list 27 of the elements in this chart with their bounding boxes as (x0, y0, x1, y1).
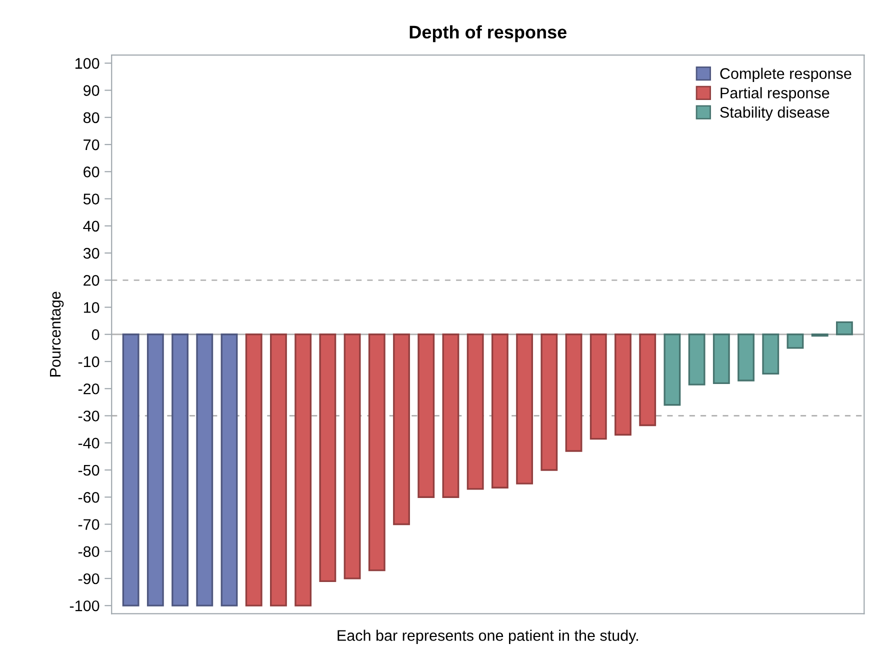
x-axis-title: Each bar represents one patient in the study. (338, 630, 638, 644)
y-tick-label: -80 (78, 546, 100, 558)
y-tick-label: 70 (84, 139, 100, 150)
y-tick-label: 0 (92, 329, 100, 340)
y-tick-label: 10 (84, 302, 100, 313)
y-tick-label: -10 (78, 356, 100, 368)
y-tick-label: -30 (78, 410, 100, 422)
y-tick-label: -40 (78, 438, 100, 449)
y-tick-label: 90 (84, 85, 100, 96)
y-tick-label: 60 (84, 166, 100, 178)
y-tick-label: -90 (78, 573, 100, 584)
legend-label: Stability disease (720, 106, 830, 121)
legend-label: Partial response (720, 87, 830, 102)
y-tick-label: -60 (78, 492, 100, 503)
y-tick-label: 80 (83, 112, 100, 124)
y-tick-label: -20 (78, 383, 100, 394)
y-tick-label: 20 (84, 275, 100, 286)
y-tick-label: -70 (78, 519, 100, 530)
y-tick-label: -50 (78, 464, 100, 476)
y-tick-label: -100 (70, 600, 100, 612)
legend-label: Complete response (720, 68, 852, 82)
y-axis-title: Pourcentage (50, 292, 64, 376)
y-tick-label: 30 (83, 248, 100, 259)
y-tick-label: 40 (83, 220, 100, 232)
chart-title: Depth of response (410, 25, 567, 42)
y-tick-label: 100 (75, 58, 100, 69)
y-tick-label: 50 (83, 194, 100, 204)
